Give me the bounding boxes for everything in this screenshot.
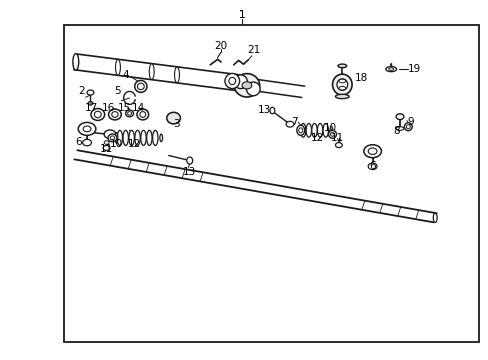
Ellipse shape [152,130,158,145]
Ellipse shape [406,125,409,129]
Text: 10: 10 [110,139,122,149]
Ellipse shape [146,130,152,145]
Ellipse shape [404,123,411,131]
Text: 7: 7 [290,117,297,127]
Circle shape [363,145,381,158]
Ellipse shape [305,123,311,137]
Text: 1: 1 [238,10,245,20]
Text: 9: 9 [407,117,413,127]
Text: 10: 10 [323,123,336,133]
Ellipse shape [115,132,118,143]
Circle shape [367,148,376,154]
Ellipse shape [73,54,79,70]
Ellipse shape [134,81,146,93]
Text: 20: 20 [214,41,227,51]
Ellipse shape [111,112,118,117]
Text: 19: 19 [407,64,421,74]
Ellipse shape [110,136,115,140]
Circle shape [367,163,376,170]
Ellipse shape [385,67,396,72]
Text: 12: 12 [127,139,141,149]
Ellipse shape [129,130,134,145]
Ellipse shape [311,123,317,137]
Ellipse shape [228,77,235,85]
Ellipse shape [140,112,145,117]
Text: 5: 5 [114,86,121,96]
Text: 4: 4 [122,70,129,80]
Ellipse shape [233,75,247,89]
Ellipse shape [332,74,351,95]
Text: 6: 6 [75,137,82,147]
Ellipse shape [296,125,304,135]
Ellipse shape [338,86,345,90]
Ellipse shape [186,157,192,164]
Text: 14: 14 [132,103,145,113]
Ellipse shape [108,109,121,120]
Ellipse shape [246,82,260,96]
Circle shape [242,82,251,89]
Text: 21: 21 [247,45,261,55]
Circle shape [103,145,110,150]
Text: 16: 16 [102,103,115,113]
Text: 12: 12 [310,132,324,143]
Ellipse shape [224,73,239,89]
Ellipse shape [117,130,122,145]
Text: 13: 13 [257,105,270,115]
Text: 11: 11 [330,132,344,143]
Ellipse shape [137,109,148,120]
Bar [63,25,478,342]
Ellipse shape [298,128,302,133]
Ellipse shape [137,83,144,90]
Text: 1: 1 [238,10,245,20]
Ellipse shape [330,132,334,136]
Ellipse shape [388,68,393,71]
Ellipse shape [141,130,146,145]
Ellipse shape [317,123,322,137]
Ellipse shape [329,126,332,134]
Ellipse shape [174,67,179,83]
Circle shape [83,126,91,132]
Circle shape [104,141,109,144]
Text: 17: 17 [84,103,98,113]
Ellipse shape [166,112,180,124]
Ellipse shape [115,59,120,75]
Circle shape [395,114,403,120]
Text: 8: 8 [392,126,399,136]
Ellipse shape [323,123,328,137]
Circle shape [78,122,96,135]
Circle shape [104,130,116,139]
Ellipse shape [328,130,336,138]
Text: 15: 15 [118,103,131,113]
Ellipse shape [149,64,154,80]
Circle shape [88,102,93,105]
Ellipse shape [234,74,259,97]
Text: 13: 13 [183,167,196,177]
Ellipse shape [135,130,140,145]
Circle shape [335,143,342,148]
Ellipse shape [108,134,117,142]
Ellipse shape [335,94,348,99]
Text: 6: 6 [368,161,375,171]
Ellipse shape [395,127,403,130]
Ellipse shape [336,79,347,90]
Ellipse shape [127,112,131,115]
Text: 11: 11 [100,144,113,154]
Ellipse shape [123,130,128,145]
Text: 3: 3 [172,119,179,129]
Ellipse shape [125,110,133,117]
Ellipse shape [269,107,274,114]
Circle shape [82,139,91,146]
Ellipse shape [338,79,345,83]
Ellipse shape [94,111,101,118]
Circle shape [87,90,94,95]
Ellipse shape [300,123,305,137]
Ellipse shape [337,64,346,68]
Text: 2: 2 [78,86,84,96]
Text: 18: 18 [354,73,368,83]
Ellipse shape [160,134,162,142]
Ellipse shape [91,109,104,120]
Ellipse shape [432,213,436,222]
Circle shape [285,121,293,127]
